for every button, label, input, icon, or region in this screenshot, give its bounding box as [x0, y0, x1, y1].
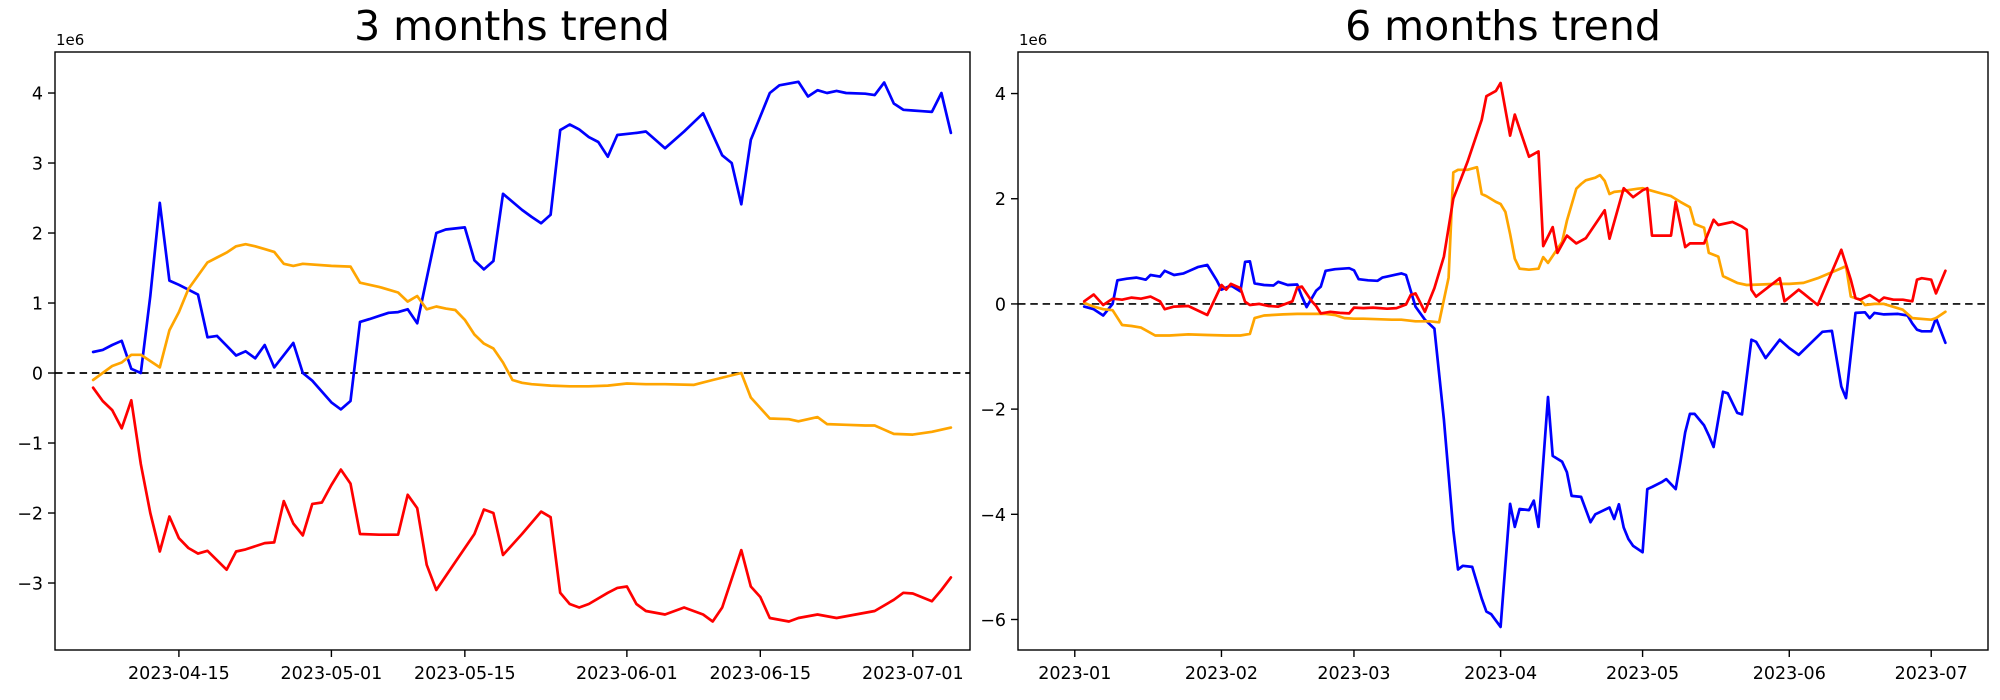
x-tick-label: 2023-07-01 [862, 664, 964, 684]
y-tick-label: 0 [995, 295, 1006, 315]
x-tick-label: 2023-06-15 [709, 664, 811, 684]
x-tick-label: 2023-06 [1753, 664, 1826, 684]
x-tick-label: 2023-05 [1606, 664, 1679, 684]
series-line-red [91, 386, 953, 623]
series-line-red [1082, 81, 1947, 317]
y-tick-label: 2 [32, 225, 43, 245]
y-tick-label: −2 [980, 401, 1006, 421]
plot-area: −6 −4 −2 0 2 4 2023-01 2023-02 2023-03 2023-04 202… [980, 51, 1989, 684]
y-tick-label: −3 [17, 575, 43, 595]
y-tick-label: 4 [995, 85, 1006, 105]
y-tick-label: 2 [995, 190, 1006, 210]
y-tick-label: −2 [17, 505, 43, 525]
x-tick-label: 2023-03 [1317, 664, 1390, 684]
plot-border [1017, 51, 1989, 651]
chart-title: 3 months trend [354, 2, 670, 50]
y-tick-label: −4 [980, 506, 1006, 526]
plot-area: −3 −2 −1 0 1 2 3 4 2023-04-15 2023-05-01 2023-05-1… [17, 51, 971, 684]
chart-6-months-trend: 6 months trend 1e6 −6 −4 −2 0 2 4 2023-01 2023-… [980, 2, 1989, 684]
x-tick-label: 2023-01 [1038, 664, 1111, 684]
axis-offset-label: 1e6 [1019, 31, 1047, 49]
x-tick-label: 2023-06-01 [576, 664, 678, 684]
x-tick-label: 2023-04-15 [128, 664, 230, 684]
x-tick-label: 2023-05-15 [414, 664, 516, 684]
series-line-orange [1082, 165, 1947, 337]
plot-border [54, 51, 971, 651]
chart-3-months-trend: 3 months trend 1e6 −3 −2 −1 0 1 2 3 4 2023-04-15… [17, 2, 971, 684]
x-tick-label: 2023-04 [1464, 664, 1537, 684]
series-line-blue [1082, 259, 1947, 629]
series-line-orange [91, 242, 953, 436]
y-tick-label: −6 [980, 611, 1006, 631]
x-tick-label: 2023-02 [1185, 664, 1258, 684]
chart-title: 6 months trend [1345, 2, 1661, 50]
y-tick-label: −1 [17, 435, 43, 455]
y-tick-label: 1 [32, 295, 43, 315]
x-tick-label: 2023-07 [1895, 664, 1968, 684]
y-tick-label: 0 [32, 365, 43, 385]
y-tick-label: 3 [32, 155, 43, 175]
series-line-blue [91, 80, 953, 411]
x-tick-label: 2023-05-01 [281, 664, 383, 684]
y-tick-label: 4 [32, 85, 43, 105]
axis-offset-label: 1e6 [56, 31, 84, 49]
